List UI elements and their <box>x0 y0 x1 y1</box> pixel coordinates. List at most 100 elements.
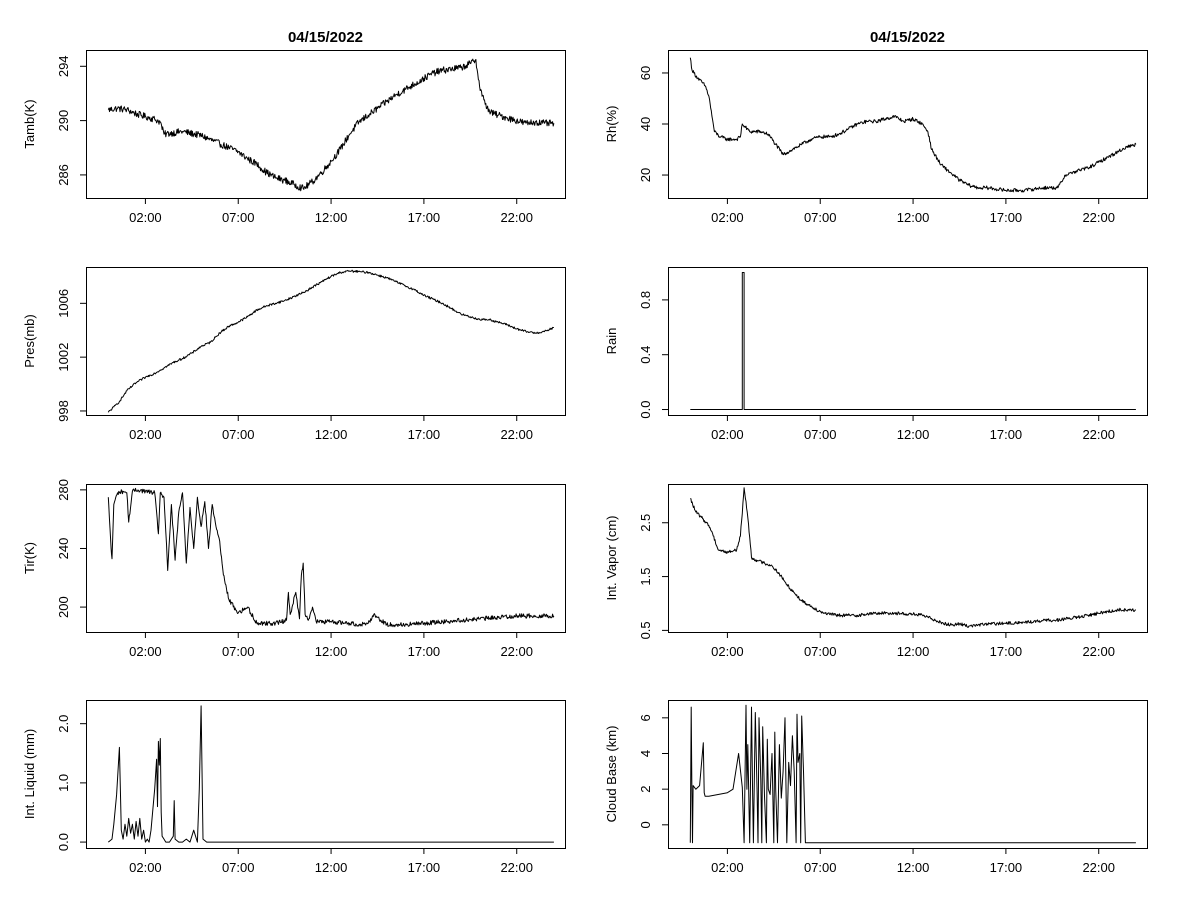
y-axis-label: Tir(K) <box>22 542 37 574</box>
y-tick-label: 4 <box>638 750 653 757</box>
x-tick-label: 02:00 <box>711 860 744 875</box>
x-tick-label: 12:00 <box>315 860 348 875</box>
panel-title: 04/15/2022 <box>288 29 363 46</box>
y-tick-label: 2 <box>638 786 653 793</box>
panel-liquid: Int. Liquid (mm) 0.0 1.0 2.0 02:00 07:00 12:00… <box>22 700 566 875</box>
x-tick-label: 17:00 <box>990 427 1023 442</box>
x-tick-label: 02:00 <box>129 644 162 659</box>
plot-frame <box>668 50 1148 199</box>
y-tick-label: 1002 <box>56 343 71 372</box>
y-tick-label: 294 <box>56 55 71 77</box>
panel-tamb: 04/15/2022 Tamb(K) 286 290 294 02:00 07:00 12:0… <box>22 29 566 225</box>
y-tick-label: 240 <box>56 538 71 560</box>
x-tick-label: 12:00 <box>897 644 930 659</box>
y-tick-label: 0 <box>638 821 653 828</box>
x-tick-label: 02:00 <box>711 210 744 225</box>
panel-pres: Pres(mb) 998 1002 1006 02:00 07:00 12:00 17:00 2… <box>22 267 566 442</box>
y-tick-label: 0.4 <box>638 346 653 364</box>
plot-frame <box>668 700 1148 849</box>
y-tick-label: 1.5 <box>638 568 653 586</box>
plot-frame <box>86 267 566 416</box>
x-tick-label: 07:00 <box>222 427 255 442</box>
x-tick-label: 17:00 <box>990 644 1023 659</box>
x-tick-label: 22:00 <box>500 210 533 225</box>
y-tick-label: 1006 <box>56 289 71 318</box>
x-tick-label: 17:00 <box>990 860 1023 875</box>
x-tick-label: 17:00 <box>408 860 441 875</box>
panel-rain: Rain 0.0 0.4 0.8 02:00 07:00 12:00 17:00 22:00 <box>604 267 1148 442</box>
x-tick-label: 07:00 <box>222 210 255 225</box>
x-tick-label: 12:00 <box>315 427 348 442</box>
panel-title: 04/15/2022 <box>870 29 945 46</box>
series-line-rain <box>690 272 1136 410</box>
x-tick-label: 12:00 <box>897 210 930 225</box>
x-tick-label: 12:00 <box>897 860 930 875</box>
x-tick-label: 02:00 <box>711 644 744 659</box>
series-line-liquid <box>107 705 554 843</box>
x-tick-label: 22:00 <box>1082 210 1115 225</box>
y-tick-label: 0.5 <box>638 621 653 639</box>
panel-rh: 04/15/2022 Rh(%) 20 40 60 02:00 07:00 12:00 17:0… <box>604 29 1148 225</box>
x-tick-label: 12:00 <box>315 644 348 659</box>
y-tick-label: 20 <box>638 168 653 182</box>
y-tick-label: 6 <box>638 714 653 721</box>
x-tick-label: 22:00 <box>500 427 533 442</box>
y-axis-label: Int. Liquid (mm) <box>22 729 37 819</box>
x-tick-label: 17:00 <box>990 210 1023 225</box>
y-axis-label: Rain <box>604 328 619 355</box>
series-line-vapor <box>690 487 1136 628</box>
x-tick-label: 02:00 <box>711 427 744 442</box>
x-tick-label: 07:00 <box>222 644 255 659</box>
panel-tir: Tir(K) 200 240 280 02:00 07:00 12:00 17:00 22:00 <box>22 479 566 659</box>
x-tick-label: 17:00 <box>408 427 441 442</box>
x-tick-label: 22:00 <box>1082 860 1115 875</box>
y-tick-label: 200 <box>56 596 71 618</box>
y-tick-label: 998 <box>56 400 71 422</box>
x-tick-label: 02:00 <box>129 210 162 225</box>
series-line-rh <box>689 57 1137 193</box>
y-axis-label: Cloud Base (km) <box>604 726 619 823</box>
y-tick-label: 40 <box>638 117 653 131</box>
x-tick-label: 07:00 <box>804 644 837 659</box>
x-tick-label: 07:00 <box>804 427 837 442</box>
x-tick-label: 22:00 <box>1082 427 1115 442</box>
series-line-tir <box>107 487 555 628</box>
y-axis-label: Pres(mb) <box>22 314 37 367</box>
x-tick-label: 02:00 <box>129 427 162 442</box>
x-tick-label: 02:00 <box>129 860 162 875</box>
panel-vapor: Int. Vapor (cm) 0.5 1.5 2.5 02:00 07:00 12:00 1… <box>604 484 1148 659</box>
series-line-tamb <box>107 58 555 192</box>
plot-frame <box>86 484 566 633</box>
plot-frame <box>668 484 1148 633</box>
y-axis-label: Int. Vapor (cm) <box>604 515 619 600</box>
y-tick-label: 286 <box>56 164 71 186</box>
x-tick-label: 07:00 <box>804 860 837 875</box>
x-tick-label: 17:00 <box>408 644 441 659</box>
y-tick-label: 280 <box>56 479 71 501</box>
y-tick-label: 1.0 <box>56 774 71 792</box>
plot-frame <box>86 50 566 199</box>
x-tick-label: 22:00 <box>500 860 533 875</box>
x-tick-label: 07:00 <box>222 860 255 875</box>
y-tick-label: 0.0 <box>56 833 71 851</box>
x-tick-label: 17:00 <box>408 210 441 225</box>
x-tick-label: 12:00 <box>897 427 930 442</box>
x-tick-label: 22:00 <box>1082 644 1115 659</box>
y-tick-label: 2.5 <box>638 514 653 532</box>
x-tick-label: 07:00 <box>804 210 837 225</box>
y-tick-label: 0.8 <box>638 291 653 309</box>
y-tick-label: 2.0 <box>56 715 71 733</box>
x-tick-label: 12:00 <box>315 210 348 225</box>
y-tick-label: 0.0 <box>638 400 653 418</box>
plot-frame <box>668 267 1148 416</box>
x-tick-label: 22:00 <box>500 644 533 659</box>
y-axis-label: Tamb(K) <box>22 99 37 148</box>
plot-frame <box>86 700 566 849</box>
series-line-pres <box>107 269 554 413</box>
y-tick-label: 290 <box>56 110 71 132</box>
y-tick-label: 60 <box>638 66 653 80</box>
panel-cloudbase: Cloud Base (km) 0 2 4 6 02:00 07:00 12:00 17:00 2… <box>604 700 1148 875</box>
y-axis-label: Rh(%) <box>604 106 619 143</box>
series-line-cloudbase <box>689 704 1136 844</box>
